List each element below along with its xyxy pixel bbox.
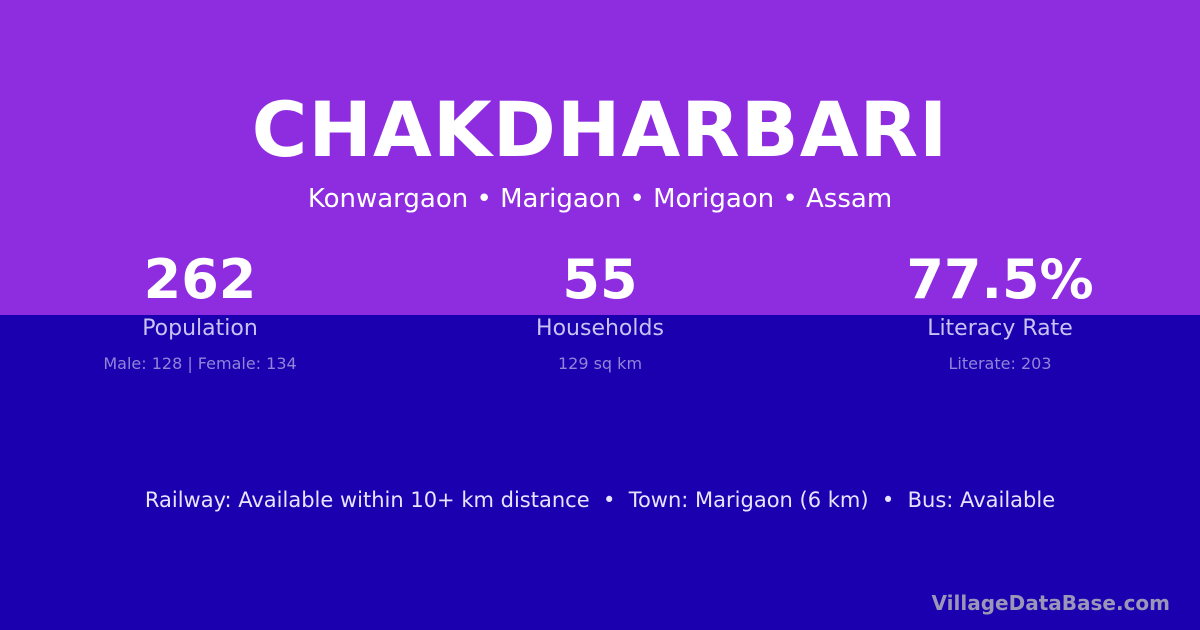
amenities-info: Railway: Available within 10+ km distanc… [144,488,1056,512]
body-background [0,315,1200,630]
header-background [0,0,1200,315]
stat-value: 262 [143,248,257,311]
stat-value: 77.5% [906,248,1094,311]
location-breadcrumb: Konwargaon • Marigaon • Morigaon • Assam [307,184,893,214]
stat-label: Population [142,316,258,341]
village-name: CHAKDHARBARI [251,85,949,174]
stat-detail: Male: 128 | Female: 134 [103,354,297,373]
stat-label: Literacy Rate [927,316,1073,341]
stat-detail: Literate: 203 [948,354,1052,373]
brand-watermark: VillageDataBase.com [931,591,1170,615]
stat-detail: 129 sq km [557,354,643,373]
stat-label: Households [536,316,664,341]
stat-value: 55 [562,248,638,311]
